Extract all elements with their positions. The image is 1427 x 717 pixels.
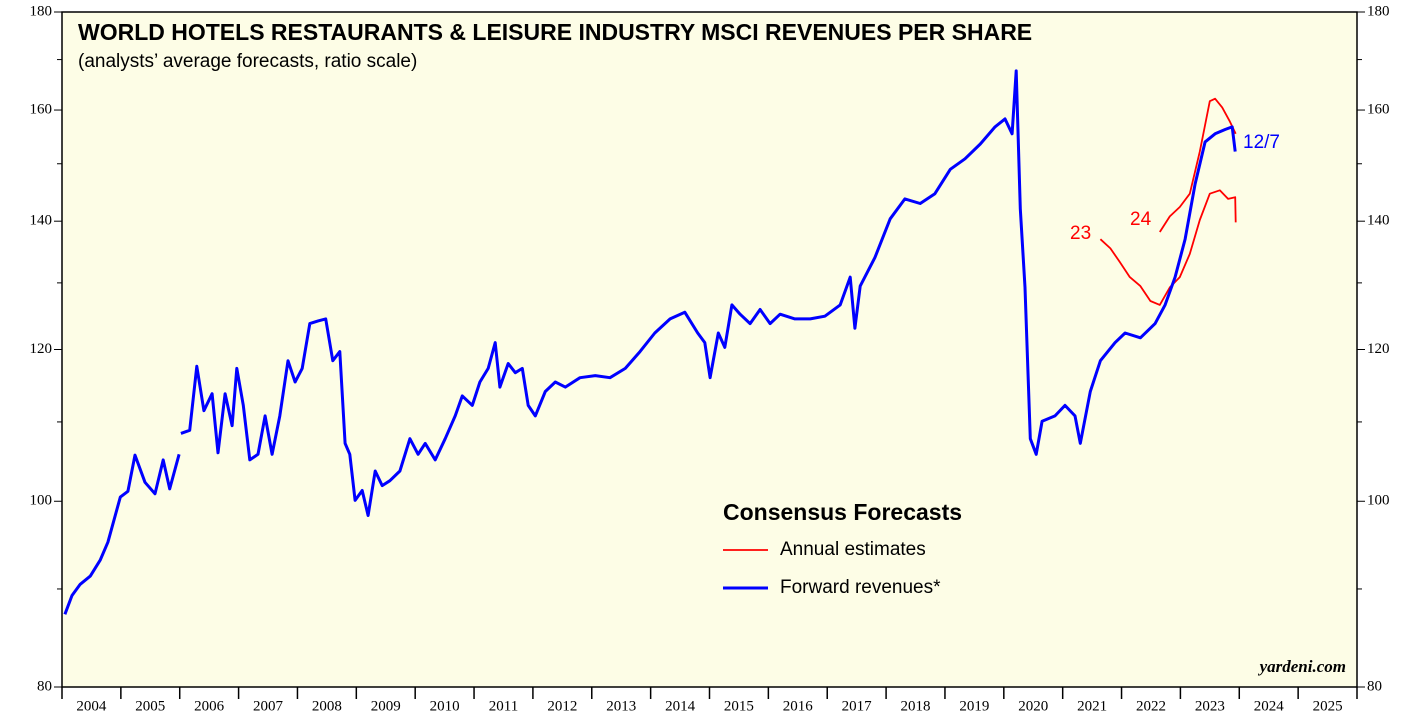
- x-tick-label: 2015: [724, 698, 754, 714]
- y-tick-label: 160: [1367, 101, 1390, 117]
- x-tick-label: 2016: [783, 698, 814, 714]
- y-tick-label: 180: [1367, 3, 1390, 19]
- y-tick-label: 140: [1367, 213, 1390, 229]
- series-line: [63, 69, 1237, 615]
- annotation: 24: [1130, 209, 1152, 230]
- y-tick-label: 180: [30, 3, 53, 19]
- chart-title: WORLD HOTELS RESTAURANTS & LEISURE INDUS…: [78, 19, 1032, 45]
- y-tick-label: 120: [30, 341, 53, 357]
- x-tick-label: 2008: [312, 698, 342, 714]
- x-tick-label: 2023: [1195, 698, 1225, 714]
- annotation: 12/7: [1243, 132, 1280, 153]
- x-tick-label: 2024: [1254, 698, 1285, 714]
- legend-title: Consensus Forecasts: [723, 499, 962, 525]
- y-tick-label: 80: [1367, 678, 1382, 694]
- y-tick-label: 100: [30, 493, 53, 509]
- y-tick-label: 140: [30, 213, 53, 229]
- legend-label: Annual estimates: [780, 539, 926, 560]
- x-tick-label: 2012: [547, 698, 577, 714]
- x-tick-label: 2007: [253, 698, 284, 714]
- source: yardeni.com: [1258, 657, 1346, 676]
- x-tick-label: 2017: [842, 698, 873, 714]
- y-tick-label: 80: [37, 678, 52, 694]
- x-tick-label: 2022: [1136, 698, 1166, 714]
- y-tick-label: 120: [1367, 341, 1390, 357]
- y-tick-label: 100: [1367, 493, 1390, 509]
- x-tick-label: 2009: [371, 698, 401, 714]
- x-tick-label: 2004: [76, 698, 107, 714]
- y-tick-label: 160: [30, 101, 53, 117]
- annotation: 23: [1070, 223, 1091, 244]
- x-tick-label: 2013: [606, 698, 636, 714]
- plot-area: [61, 11, 1358, 688]
- chart-subtitle: (analysts’ average forecasts, ratio scal…: [78, 51, 417, 72]
- x-tick-label: 2021: [1077, 698, 1107, 714]
- x-tick-label: 2006: [194, 698, 225, 714]
- x-tick-label: 2005: [135, 698, 165, 714]
- x-tick-label: 2014: [665, 698, 696, 714]
- x-tick-label: 2011: [489, 698, 518, 714]
- x-tick-label: 2020: [1018, 698, 1048, 714]
- x-tick-label: 2025: [1313, 698, 1343, 714]
- x-tick-label: 2018: [901, 698, 931, 714]
- x-tick-label: 2010: [430, 698, 460, 714]
- x-tick-label: 2019: [959, 698, 989, 714]
- legend-label: Forward revenues*: [780, 577, 941, 598]
